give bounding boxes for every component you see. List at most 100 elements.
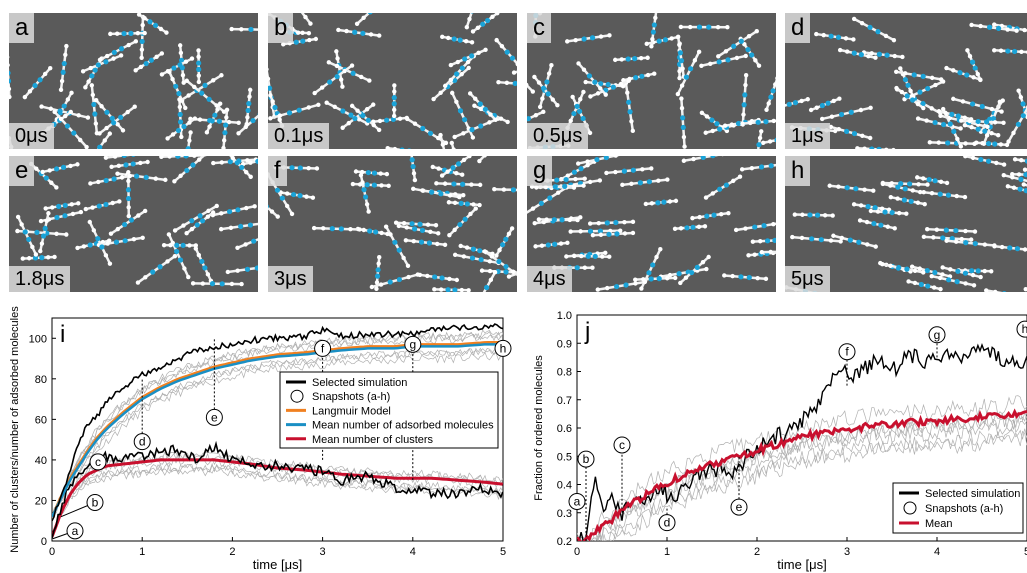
molecule-atom — [1019, 49, 1024, 54]
molecule-atom — [93, 121, 99, 126]
molecule-atom — [936, 108, 942, 114]
molecule-atom — [630, 128, 636, 134]
molecule-atom — [350, 181, 356, 187]
molecule-atom — [466, 288, 471, 292]
molecule-atom — [585, 159, 590, 164]
molecule-head-atom — [32, 82, 38, 89]
molecule-atom — [432, 287, 437, 292]
molecule-atom — [361, 15, 366, 21]
molecule-atom — [38, 248, 43, 254]
molecule-head-atom — [219, 281, 225, 287]
molecule-atom — [866, 53, 871, 59]
molecule-head-atom — [409, 221, 415, 227]
molecule-head-atom — [592, 253, 598, 260]
molecule-atom — [236, 131, 241, 136]
molecule-atom — [892, 53, 897, 59]
molecule-atom — [921, 234, 927, 240]
molecule-head-atom — [756, 142, 762, 148]
x-tick-label: 5 — [1024, 546, 1027, 558]
molecule-atom — [449, 140, 454, 146]
snapshot-letter: e — [9, 156, 35, 186]
molecule-head-atom — [118, 114, 124, 120]
molecule-atom — [54, 185, 59, 190]
molecule-atom — [1021, 182, 1026, 187]
molecule-head-atom — [895, 184, 901, 190]
molecule-atom — [135, 280, 141, 285]
molecule-head-atom — [194, 222, 200, 228]
molecule-atom — [530, 89, 536, 94]
molecule-atom — [135, 31, 141, 36]
molecule-atom — [170, 76, 175, 82]
molecule-atom — [978, 77, 983, 82]
molecule-atom — [885, 224, 891, 229]
molecule-head-atom — [130, 161, 136, 167]
molecule-head-atom — [571, 169, 578, 175]
molecule-head-atom — [503, 236, 509, 242]
molecule-atom — [139, 55, 144, 60]
molecule-head-atom — [925, 283, 931, 289]
molecule-atom — [114, 31, 120, 36]
molecule-atom — [858, 107, 864, 113]
molecule-atom — [460, 172, 465, 177]
snapshot-panel-c: c 0.5μs — [527, 13, 776, 149]
molecule-head-atom — [199, 258, 205, 265]
molecule-atom — [773, 82, 776, 87]
molecule-atom — [649, 44, 654, 49]
molecule-atom — [495, 13, 500, 16]
molecule-atom — [687, 24, 693, 30]
molecule-head-atom — [87, 242, 93, 248]
molecule-atom — [496, 79, 501, 85]
molecule-atom — [417, 272, 423, 278]
molecule-atom — [598, 86, 603, 91]
molecule-atom — [649, 201, 655, 206]
molecule-head-atom — [399, 147, 405, 149]
molecule-atom — [115, 171, 120, 176]
molecule-atom — [679, 96, 684, 101]
molecule-atom — [1011, 185, 1017, 190]
snapshot-letter: b — [268, 13, 294, 43]
molecule-head-atom — [125, 187, 132, 193]
molecule-head-atom — [964, 72, 970, 78]
molecule-head-atom — [246, 100, 252, 107]
molecule-head-atom — [391, 95, 397, 101]
background-run-line — [52, 463, 503, 540]
molecule-atom — [970, 272, 976, 278]
molecule-atom — [132, 104, 137, 109]
molecule-atom — [181, 223, 186, 228]
molecule-atom — [691, 156, 696, 162]
molecule-head-atom — [32, 255, 39, 261]
molecule-atom — [598, 34, 604, 39]
molecule-atom — [139, 47, 145, 52]
molecule-head-atom — [838, 111, 845, 118]
molecule-atom — [377, 33, 382, 38]
molecule-atom — [192, 84, 197, 90]
molecule-atom — [756, 63, 762, 68]
molecule-head-atom — [764, 238, 771, 244]
molecule-head-atom — [348, 112, 354, 118]
molecule-atom — [510, 269, 516, 274]
molecule-atom — [851, 37, 856, 42]
molecule-atom — [767, 139, 773, 144]
molecule-head-atom — [704, 213, 710, 219]
molecule-atom — [30, 244, 35, 250]
molecule-atom — [226, 119, 232, 125]
molecule-head-atom — [429, 189, 435, 195]
molecule-head-atom — [768, 94, 774, 100]
molecule-head-atom — [552, 184, 558, 190]
molecule-atom — [708, 61, 713, 67]
molecule-head-atom — [362, 194, 369, 200]
molecule-head-atom — [95, 62, 101, 68]
molecule-atom — [140, 235, 145, 240]
molecule-atom — [963, 281, 968, 286]
molecule-atom — [645, 72, 651, 78]
molecule-atom — [723, 49, 729, 54]
y-tick-label: 0.8 — [557, 367, 572, 379]
molecule-atom — [731, 178, 736, 184]
molecule-atom — [349, 103, 355, 109]
molecule-atom — [86, 79, 91, 84]
molecule-atom — [790, 234, 795, 240]
molecule-atom — [335, 56, 340, 61]
molecule-atom — [366, 209, 371, 214]
molecule-head-atom — [610, 84, 616, 90]
molecule-atom — [96, 179, 101, 185]
